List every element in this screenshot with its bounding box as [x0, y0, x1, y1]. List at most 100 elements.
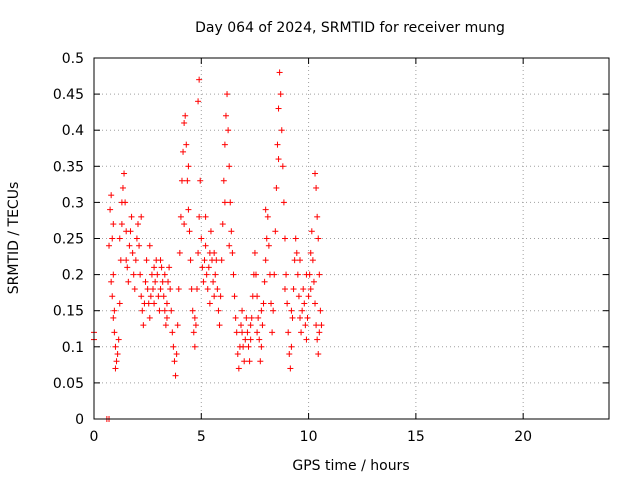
data-point: [260, 300, 267, 307]
data-point: [118, 221, 125, 228]
data-point: [161, 307, 168, 314]
data-point: [195, 98, 202, 105]
data-point: [275, 156, 282, 163]
data-point: [243, 314, 250, 321]
data-point: [245, 343, 252, 350]
data-point: [134, 221, 141, 228]
y-tick-label: 0.25: [53, 232, 84, 248]
data-point: [307, 286, 314, 293]
data-point: [288, 343, 295, 350]
data-point: [124, 264, 131, 271]
data-point: [177, 213, 184, 220]
chart-title: Day 064 of 2024, SRMTID for receiver mun…: [195, 20, 505, 36]
x-tick-label: 0: [90, 429, 99, 445]
data-point: [160, 293, 167, 300]
data-point: [316, 329, 323, 336]
data-point: [162, 322, 169, 329]
data-point: [205, 264, 212, 271]
data-point: [180, 148, 187, 155]
data-point: [241, 358, 248, 365]
y-tick-label: 0.2: [62, 268, 84, 284]
data-point: [254, 293, 261, 300]
data-point: [106, 242, 113, 249]
data-point: [229, 249, 236, 256]
data-point: [313, 322, 320, 329]
data-point: [307, 249, 314, 256]
data-point: [161, 271, 168, 278]
data-point: [254, 329, 261, 336]
data-point: [183, 141, 190, 148]
data-point: [244, 329, 251, 336]
data-point: [119, 184, 126, 191]
data-point: [265, 242, 272, 249]
data-point: [187, 257, 194, 264]
data-point: [274, 141, 281, 148]
data-point: [112, 343, 119, 350]
data-point: [315, 235, 322, 242]
data-point: [191, 343, 198, 350]
data-point: [216, 322, 223, 329]
data-point: [302, 322, 309, 329]
y-tick-label: 0: [75, 412, 84, 428]
y-tick-label: 0.5: [62, 51, 84, 67]
data-point: [288, 307, 295, 314]
data-point: [131, 286, 138, 293]
data-point: [110, 271, 117, 278]
ticks: [93, 57, 609, 420]
data-point: [211, 249, 218, 256]
data-point: [235, 365, 242, 372]
data-point: [285, 329, 292, 336]
data-point: [227, 199, 234, 206]
data-point: [196, 76, 203, 83]
data-point: [140, 322, 147, 329]
data-point: [198, 235, 205, 242]
data-point: [151, 264, 158, 271]
data-point: [147, 293, 154, 300]
data-point: [129, 249, 136, 256]
data-point: [142, 278, 149, 285]
data-point: [313, 184, 320, 191]
data-point: [312, 300, 319, 307]
data-point: [271, 271, 278, 278]
data-point: [310, 278, 317, 285]
x-axis-label: GPS time / hours: [292, 458, 409, 474]
data-point: [247, 336, 254, 343]
data-point: [226, 163, 233, 170]
data-point: [286, 351, 293, 358]
data-point: [154, 271, 161, 278]
data-point: [303, 336, 310, 343]
data-point: [200, 278, 207, 285]
data-point: [259, 322, 266, 329]
data-point: [289, 314, 296, 321]
data-point: [139, 307, 146, 314]
data-point: [112, 365, 119, 372]
data-point: [172, 372, 179, 379]
data-point: [207, 228, 214, 235]
data-point: [268, 300, 275, 307]
data-point: [309, 257, 316, 264]
data-point: [111, 307, 118, 314]
data-point: [224, 91, 231, 98]
data-point: [237, 322, 244, 329]
data-point: [258, 343, 265, 350]
x-tick-label: 15: [407, 429, 425, 445]
data-point: [188, 286, 195, 293]
data-point: [225, 127, 232, 134]
data-point: [291, 257, 298, 264]
data-point: [308, 228, 315, 235]
data-point: [170, 343, 177, 350]
data-point: [138, 213, 145, 220]
data-point: [301, 300, 308, 307]
data-point: [290, 286, 297, 293]
data-point: [315, 351, 322, 358]
data-point: [280, 199, 287, 206]
data-point: [163, 314, 170, 321]
data-point: [185, 163, 192, 170]
data-point: [118, 199, 125, 206]
y-tick-label: 0.1: [62, 340, 84, 356]
data-point: [146, 242, 153, 249]
data-point: [258, 307, 265, 314]
data-point: [199, 264, 206, 271]
data-point: [155, 293, 162, 300]
data-point: [233, 329, 240, 336]
